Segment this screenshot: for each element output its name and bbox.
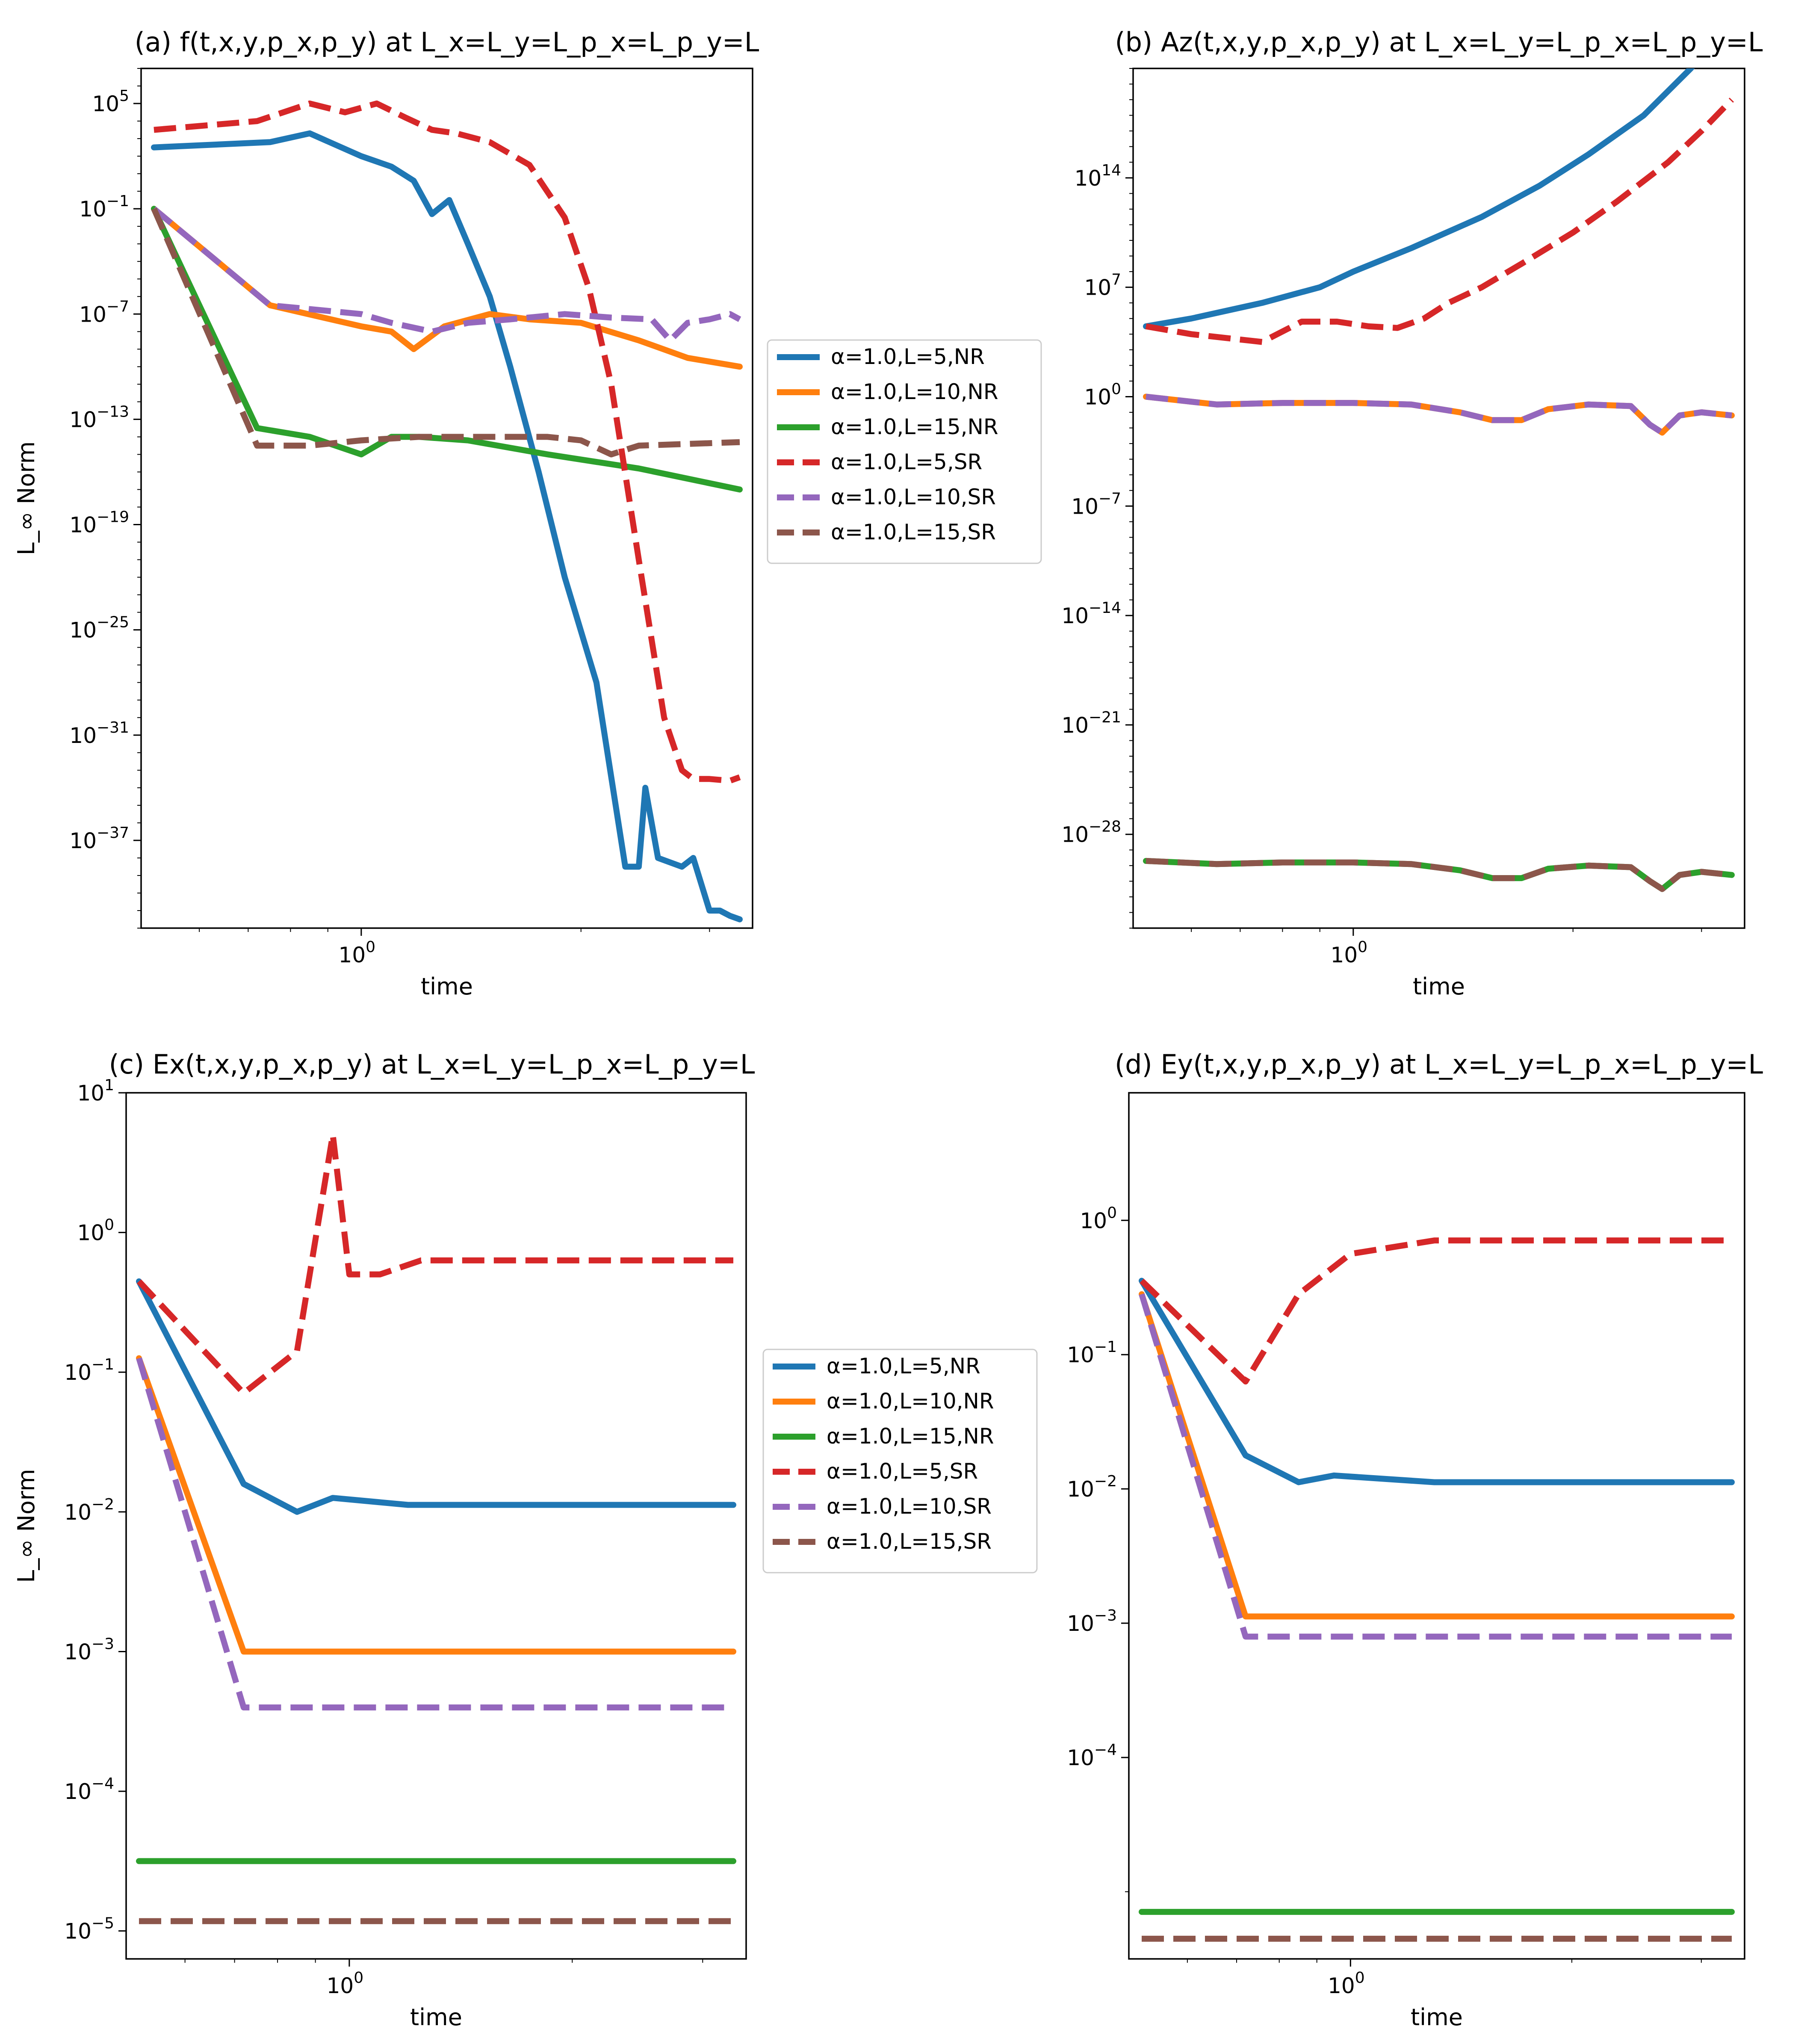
y-tick-label: 10−1 <box>1067 1338 1117 1367</box>
y-tick-label: 10−25 <box>69 614 129 643</box>
legend-label-1-0-l-10-nr: α=1.0,L=10,NR <box>827 1389 994 1414</box>
legend-label-1-0-l-5-nr: α=1.0,L=5,NR <box>831 344 985 369</box>
chart-title: (a) f(t,x,y,p_x,p_y) at L_x=L_y=L_p_x=L_… <box>135 27 759 58</box>
panel-c: (c) Ex(t,x,y,p_x,p_y) at L_x=L_y=L_p_x=L… <box>13 1049 1038 2031</box>
legend-box <box>767 339 1042 564</box>
y-tick-label: 100 <box>1084 380 1121 409</box>
panel-d: (d) Ey(t,x,y,p_x,p_y) at L_x=L_y=L_p_x=L… <box>1067 1049 1763 2031</box>
legend-label-1-0-l-15-sr: α=1.0,L=15,SR <box>827 1529 992 1554</box>
y-axis-label: L_∞ Norm <box>13 441 40 556</box>
legend-label-1-0-l-10-nr: α=1.0,L=10,NR <box>831 379 998 404</box>
y-tick-label: 10−3 <box>1067 1607 1117 1636</box>
y-tick-label: 10−2 <box>1067 1473 1117 1502</box>
y-tick-label: 105 <box>92 87 129 116</box>
legend: α=1.0,L=5,NR α=1.0,L=10,NR α=1.0,L=15,NR α=… <box>767 339 1042 564</box>
legend-label-1-0-l-5-nr: α=1.0,L=5,NR <box>827 1354 980 1378</box>
y-tick-label: 10−19 <box>69 509 129 538</box>
y-tick-label: 101 <box>77 1077 114 1106</box>
panel-a: (a) f(t,x,y,p_x,p_y) at L_x=L_y=L_p_x=L_… <box>13 27 1042 1000</box>
y-tick-label: 10−31 <box>69 719 129 748</box>
legend-label-1-0-l-10-sr: α=1.0,L=10,SR <box>831 485 996 509</box>
y-tick-label: 10−5 <box>64 1915 114 1944</box>
plot-frame <box>1128 1092 1745 1960</box>
legend-label-1-0-l-15-nr: α=1.0,L=15,NR <box>831 414 998 439</box>
series-line-1-0-l-5-nr <box>1143 68 1695 329</box>
chart-title: (c) Ex(t,x,y,p_x,p_y) at L_x=L_y=L_p_x=L… <box>109 1049 755 1080</box>
series-group <box>1139 1237 1735 1942</box>
x-tick-label: 100 <box>339 938 376 967</box>
series-line-1-0-l-10-sr <box>1146 393 1732 436</box>
y-tick-label: 10−4 <box>64 1775 114 1804</box>
y-tick-label: 10−7 <box>1071 490 1121 519</box>
series-group <box>1143 68 1735 892</box>
y-tick-label: 100 <box>1080 1204 1117 1233</box>
series-line-1-0-l-5-sr <box>136 1132 733 1396</box>
series-line-1-0-l-5-nr <box>136 1278 736 1515</box>
legend: α=1.0,L=5,NR α=1.0,L=10,NR α=1.0,L=15,NR α=… <box>762 1349 1038 1574</box>
y-tick-label: 10−1 <box>79 192 129 222</box>
y-tick-label: 10−3 <box>64 1635 114 1664</box>
y-tick-label: 10−7 <box>79 298 129 327</box>
x-tick-label: 100 <box>1331 938 1368 967</box>
y-tick-label: 10−37 <box>69 824 129 853</box>
plot-frame <box>1132 68 1745 929</box>
x-axis-label: time <box>1411 2004 1463 2031</box>
y-tick-label: 10−4 <box>1067 1741 1117 1770</box>
series-line-1-0-l-5-sr <box>1140 1237 1732 1384</box>
legend-label-1-0-l-15-nr: α=1.0,L=15,NR <box>827 1424 994 1449</box>
legend-label-1-0-l-5-sr: α=1.0,L=5,SR <box>827 1459 978 1484</box>
legend-label-1-0-l-15-sr: α=1.0,L=15,SR <box>831 520 996 544</box>
y-tick-label: 10−14 <box>1061 599 1121 628</box>
y-tick-label: 10−2 <box>64 1496 114 1525</box>
series-line-1-0-l-10-sr <box>1139 1293 1732 1640</box>
series-group <box>136 1132 736 1924</box>
series-line-1-0-l-10-nr <box>136 1355 736 1655</box>
series-line-1-0-l-10-sr <box>152 206 741 343</box>
x-axis-label: time <box>410 2004 462 2031</box>
x-tick-label: 100 <box>327 1969 364 1998</box>
x-tick-label: 100 <box>1328 1969 1365 1998</box>
series-line-1-0-l-10-sr <box>136 1357 733 1711</box>
y-tick-label: 10−13 <box>69 403 129 432</box>
y-tick-label: 107 <box>1084 271 1121 300</box>
plot-frame <box>125 1092 747 1960</box>
y-axis-label: L_∞ Norm <box>13 1469 40 1583</box>
y-tick-label: 10−21 <box>1061 709 1121 738</box>
panel-b: (b) Az(t,x,y,p_x,p_y) at L_x=L_y=L_p_x=L… <box>1061 27 1763 1000</box>
y-tick-label: 1014 <box>1075 162 1121 191</box>
chart-title: (d) Ey(t,x,y,p_x,p_y) at L_x=L_y=L_p_x=L… <box>1115 1049 1763 1080</box>
y-tick-label: 100 <box>77 1216 114 1245</box>
series-line-1-0-l-15-nr <box>151 206 743 493</box>
legend-box <box>762 1349 1038 1574</box>
y-tick-label: 10−28 <box>1061 818 1121 847</box>
series-group <box>151 101 743 923</box>
y-tick-label: 10−1 <box>64 1356 114 1385</box>
x-axis-label: time <box>421 973 473 1000</box>
x-axis-label: time <box>1413 973 1465 1000</box>
legend-label-1-0-l-5-sr: α=1.0,L=5,SR <box>831 450 982 474</box>
series-line-1-0-l-15-sr <box>151 207 740 458</box>
series-line-1-0-l-15-sr <box>1146 858 1732 892</box>
legend-label-1-0-l-10-sr: α=1.0,L=10,SR <box>827 1494 992 1519</box>
series-line-1-0-l-5-nr <box>1139 1278 1735 1485</box>
series-line-1-0-l-5-nr <box>151 130 743 923</box>
chart-title: (b) Az(t,x,y,p_x,p_y) at L_x=L_y=L_p_x=L… <box>1115 27 1763 58</box>
plot-frame <box>140 68 753 929</box>
series-line-1-0-l-5-sr <box>1145 98 1734 345</box>
series-line-1-0-l-5-sr <box>154 101 741 784</box>
